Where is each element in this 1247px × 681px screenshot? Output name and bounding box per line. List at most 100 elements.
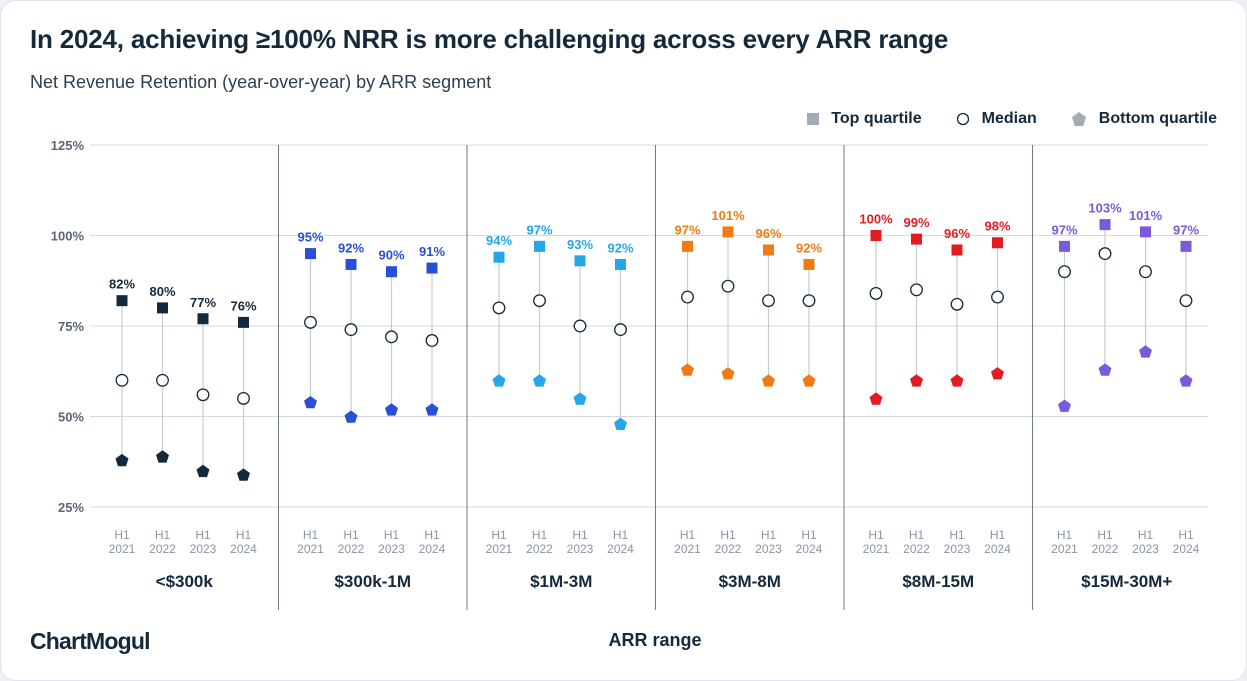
- x-tick-label-half: H1: [1097, 528, 1113, 542]
- x-tick-label-year: 2022: [1092, 542, 1119, 556]
- top-quartile-data-label: 92%: [338, 240, 364, 255]
- x-tick-label-half: H1: [384, 528, 400, 542]
- chart-subtitle: Net Revenue Retention (year-over-year) b…: [30, 72, 492, 92]
- x-tick-label-half: H1: [343, 528, 359, 542]
- bottom-quartile-point: [115, 453, 129, 467]
- top-quartile-data-label: 97%: [526, 222, 552, 237]
- top-quartile-data-label: 80%: [149, 284, 175, 299]
- y-tick-label: 100%: [51, 229, 85, 244]
- x-tick-label-year: 2022: [526, 542, 553, 556]
- bottom-quartile-point: [802, 374, 816, 387]
- x-axis-title: ARR range: [608, 630, 702, 650]
- top-quartile-data-label: 92%: [796, 240, 822, 255]
- top-quartile-point: [386, 266, 397, 278]
- x-tick-label-year: 2024: [419, 542, 446, 556]
- top-quartile-data-label: 101%: [1129, 208, 1163, 223]
- x-tick-label-half: H1: [114, 528, 130, 542]
- median-point: [869, 286, 883, 300]
- median-point: [385, 330, 398, 344]
- bottom-quartile-point: [1139, 345, 1152, 358]
- x-tick-label-half: H1: [761, 528, 777, 542]
- top-quartile-point: [426, 262, 438, 274]
- bottom-quartile-point: [156, 450, 169, 463]
- segment-label: $300k-1M: [334, 572, 411, 591]
- top-quartile-point: [992, 237, 1003, 249]
- top-quartile-point: [116, 295, 128, 307]
- top-quartile-data-label: 76%: [230, 298, 256, 313]
- bottom-quartile-point: [910, 374, 923, 387]
- legend-item-top-quartile: Top quartile: [807, 110, 922, 128]
- x-tick-label-year: 2022: [149, 542, 176, 556]
- x-tick-label-year: 2023: [755, 542, 782, 556]
- x-tick-label-half: H1: [1178, 528, 1194, 542]
- x-tick-label-half: H1: [1057, 528, 1073, 542]
- top-quartile-point: [1059, 240, 1070, 252]
- square-marker-icon: [807, 113, 820, 125]
- x-tick-label-half: H1: [949, 528, 965, 542]
- legend-label-median: Median: [981, 110, 1037, 127]
- x-tick-label-year: 2023: [567, 542, 594, 556]
- bottom-quartile-point: [681, 363, 694, 376]
- x-tick-label-year: 2022: [338, 542, 365, 556]
- top-quartile-data-label: 82%: [109, 277, 135, 292]
- top-quartile-point: [803, 258, 815, 270]
- median-point: [425, 334, 439, 347]
- x-tick-label-year: 2024: [984, 542, 1011, 556]
- legend-label-bottom-quartile: Bottom quartile: [1098, 110, 1217, 127]
- median-point: [910, 283, 923, 297]
- top-quartile-point: [493, 251, 505, 263]
- x-tick-label-year: 2024: [230, 542, 257, 556]
- bottom-quartile-point: [196, 464, 210, 478]
- top-quartile-data-label: 101%: [711, 208, 745, 223]
- top-quartile-point: [534, 240, 545, 252]
- x-tick-label-half: H1: [1138, 528, 1154, 542]
- x-tick-label-half: H1: [424, 528, 440, 542]
- median-point: [196, 388, 210, 402]
- top-quartile-data-label: 100%: [859, 212, 893, 227]
- bottom-quartile-point: [425, 403, 439, 416]
- y-tick-label: 125%: [51, 138, 85, 153]
- bottom-quartile-point: [991, 367, 1004, 380]
- x-tick-label-year: 2021: [486, 542, 513, 556]
- pentagon-marker-icon: [1071, 112, 1086, 126]
- top-quartile-data-label: 97%: [674, 222, 700, 237]
- bottom-quartile-point: [950, 374, 964, 387]
- x-tick-label-half: H1: [680, 528, 696, 542]
- top-quartile-data-label: 97%: [1173, 222, 1199, 237]
- top-quartile-point: [615, 258, 626, 270]
- top-quartile-point: [722, 226, 734, 238]
- bottom-quartile-point: [237, 468, 250, 481]
- median-point: [573, 319, 587, 333]
- bottom-quartile-point: [492, 374, 506, 387]
- top-quartile-data-label: 92%: [607, 240, 633, 255]
- bottom-quartile-point: [721, 367, 735, 380]
- median-point: [156, 373, 169, 387]
- bottom-quartile-point: [614, 417, 627, 430]
- x-tick-label-year: 2024: [796, 542, 823, 556]
- bottom-quartile-point: [1179, 374, 1193, 387]
- x-tick-label-year: 2023: [1132, 542, 1159, 556]
- median-point: [237, 391, 250, 405]
- top-quartile-point: [157, 302, 168, 314]
- x-tick-label-half: H1: [801, 528, 817, 542]
- x-tick-label-half: H1: [303, 528, 319, 542]
- median-point: [614, 323, 627, 337]
- chart-title: In 2024, achieving ≥100% NRR is more cha…: [30, 24, 949, 54]
- top-quartile-data-label: 96%: [755, 226, 781, 241]
- x-tick-label-year: 2021: [109, 542, 136, 556]
- x-tick-label-half: H1: [155, 528, 171, 542]
- segment-label: $15M-30M+: [1081, 572, 1172, 591]
- top-quartile-point: [763, 244, 774, 256]
- x-tick-label-year: 2022: [903, 542, 930, 556]
- top-quartile-point: [1140, 226, 1151, 238]
- x-tick-label-half: H1: [236, 528, 252, 542]
- x-tick-label-year: 2022: [715, 542, 742, 556]
- x-tick-label-half: H1: [195, 528, 211, 542]
- top-quartile-data-label: 77%: [190, 295, 216, 310]
- top-quartile-point: [238, 316, 249, 328]
- median-point: [1058, 265, 1071, 279]
- legend: Top quartile Median Bottom quartile: [807, 110, 1217, 128]
- top-quartile-point: [1180, 240, 1192, 252]
- x-tick-label-half: H1: [613, 528, 629, 542]
- top-quartile-data-label: 96%: [944, 226, 970, 241]
